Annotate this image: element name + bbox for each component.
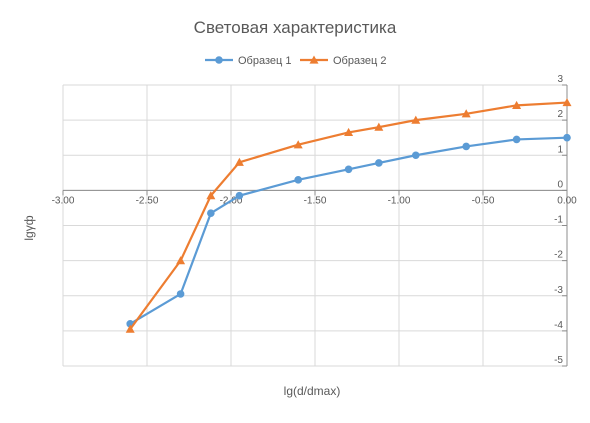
- y-tick-label-6: 1: [557, 144, 563, 155]
- series-2-point-10: [562, 98, 572, 107]
- series-1-point-6: [375, 159, 383, 167]
- x-tick-label-5: -0.50: [472, 195, 495, 206]
- x-axis-title: lg(d/dmax): [284, 384, 341, 398]
- series-2-point-7: [411, 115, 421, 124]
- series-1: [126, 133, 571, 328]
- legend: Образец 1 Образец 2: [205, 55, 386, 67]
- series-1-point-3: [235, 191, 244, 200]
- series-2-point-2: [206, 191, 216, 200]
- y-tick-label-7: 2: [557, 109, 563, 120]
- y-tick-label-4: -1: [554, 215, 563, 226]
- series-2: [125, 98, 572, 333]
- series-2-line: [129, 101, 568, 330]
- legend-item-1: Образец 1: [205, 55, 291, 67]
- x-tick-label-4: -1.00: [388, 195, 411, 206]
- y-tick-label-3: -2: [554, 250, 563, 261]
- series-group: [125, 98, 572, 333]
- series-1-point-4: [294, 176, 303, 184]
- legend-label-1: Образец 1: [238, 55, 291, 67]
- x-tick-label-6: 0.00: [557, 195, 577, 206]
- series-1-point-9: [512, 135, 521, 144]
- series-1-point-1: [176, 290, 185, 298]
- series-2-point-0: [125, 324, 135, 333]
- x-tick-label-1: -2.50: [136, 195, 159, 206]
- y-tick-label-1: -4: [554, 320, 563, 331]
- y-tick-label-2: -3: [554, 285, 563, 296]
- series-2-point-5: [344, 127, 354, 137]
- series-1-point-7: [412, 151, 420, 160]
- series-1-point-8: [462, 142, 471, 151]
- chart-title: Световая характеристика: [194, 18, 397, 37]
- y-tick-label-5: 0: [557, 179, 563, 190]
- series-2-point-8: [461, 109, 471, 118]
- series-2-point-9: [512, 100, 522, 109]
- gridlines: [62, 84, 568, 367]
- legend-label-2: Образец 2: [333, 55, 386, 67]
- series-2-point-4: [293, 140, 303, 149]
- series-1-point-5: [344, 165, 353, 174]
- series-2-point-3: [234, 157, 244, 166]
- legend-swatch-marker-1: [215, 56, 223, 64]
- legend-swatch-marker-2: [309, 55, 319, 64]
- y-tick-label-8: 3: [557, 74, 563, 85]
- legend-item-2: Образец 2: [300, 55, 386, 67]
- y-tick-label-0: -5: [554, 355, 563, 366]
- series-1-point-10: [563, 133, 571, 142]
- series-2-point-1: [176, 256, 186, 265]
- series-2-point-6: [374, 122, 384, 131]
- series-1-point-2: [207, 209, 215, 218]
- y-axis-title: lgγф: [22, 215, 36, 240]
- x-tick-label-0: -3.00: [52, 195, 75, 206]
- x-tick-label-3: -1.50: [304, 195, 327, 206]
